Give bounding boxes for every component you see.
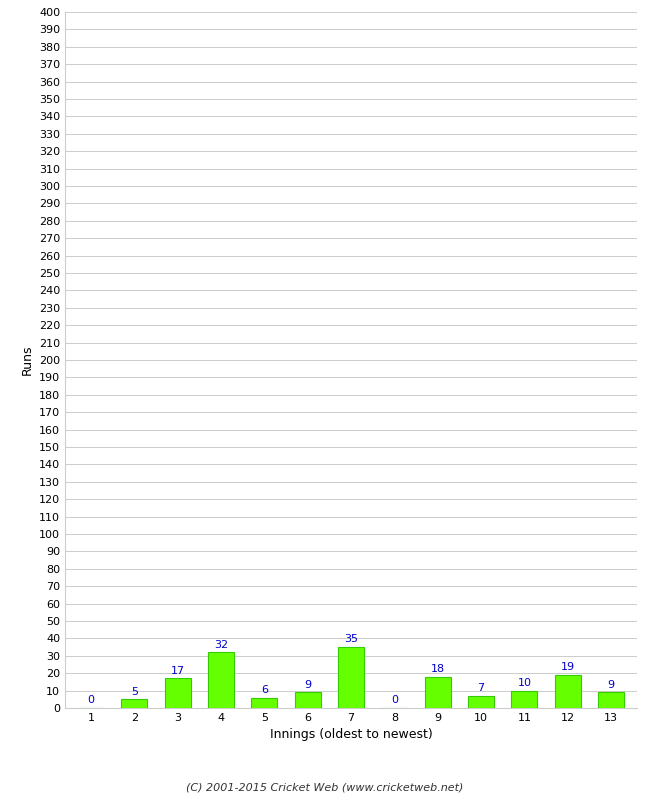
- Bar: [164, 678, 190, 708]
- Text: 10: 10: [517, 678, 531, 688]
- Text: 32: 32: [214, 640, 228, 650]
- Bar: [338, 647, 364, 708]
- Text: 6: 6: [261, 685, 268, 695]
- Text: 18: 18: [430, 664, 445, 674]
- Text: 17: 17: [170, 666, 185, 676]
- Bar: [598, 692, 624, 708]
- Text: 0: 0: [88, 695, 94, 706]
- Text: 35: 35: [344, 634, 358, 645]
- Text: 9: 9: [608, 680, 614, 690]
- Text: (C) 2001-2015 Cricket Web (www.cricketweb.net): (C) 2001-2015 Cricket Web (www.cricketwe…: [187, 782, 463, 792]
- Bar: [208, 652, 234, 708]
- Y-axis label: Runs: Runs: [20, 345, 33, 375]
- Bar: [252, 698, 278, 708]
- Text: 7: 7: [478, 683, 484, 694]
- Bar: [512, 690, 538, 708]
- Text: 19: 19: [560, 662, 575, 672]
- Bar: [554, 675, 580, 708]
- Text: 9: 9: [304, 680, 311, 690]
- Bar: [294, 692, 320, 708]
- Bar: [468, 696, 494, 708]
- Text: 0: 0: [391, 695, 398, 706]
- Text: 5: 5: [131, 686, 138, 697]
- X-axis label: Innings (oldest to newest): Innings (oldest to newest): [270, 729, 432, 742]
- Bar: [122, 699, 148, 708]
- Bar: [424, 677, 450, 708]
